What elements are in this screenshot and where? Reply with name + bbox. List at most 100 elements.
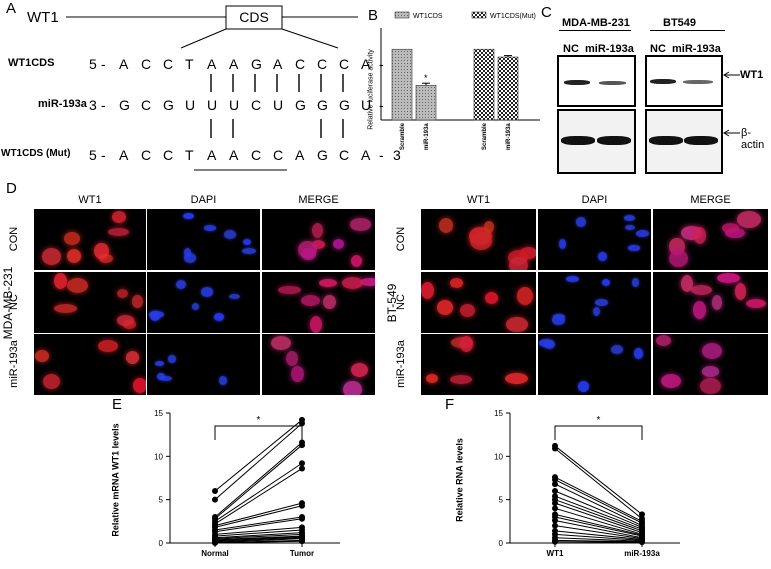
significance-star: * (257, 415, 261, 426)
group-label-mda: MDA-MB-231 (562, 17, 630, 29)
pair-line (554, 513, 643, 536)
micrograph-left-red (34, 209, 146, 270)
micrograph-left-red (34, 272, 146, 333)
panel-label-b: B (368, 7, 379, 24)
nucleotide: A (361, 147, 371, 163)
panel-label-d: D (6, 180, 17, 197)
cell-blob (722, 223, 739, 233)
nucleotide: A (295, 147, 305, 163)
pair-line (214, 516, 303, 531)
band-actin-bt-mir (684, 136, 718, 145)
nucleotide: G (317, 147, 328, 163)
nucleotide: C (317, 56, 328, 72)
column-header-left: DAPI (190, 194, 217, 206)
cell-blob (66, 249, 82, 264)
cell-blob (349, 218, 372, 231)
nucleotide: A (361, 56, 371, 72)
pair-line (214, 536, 303, 541)
cell-blob (551, 315, 565, 325)
cell-blob (655, 335, 672, 347)
lane-label-mda-mir: miR-193a (585, 43, 634, 55)
cell-line-label-right: BT-549 (385, 283, 399, 323)
pair-line (554, 525, 643, 540)
micrograph-right-merge (653, 272, 768, 333)
micrograph-left-merge (262, 272, 375, 333)
cds-box: CDS (239, 9, 269, 25)
cell-blob (627, 245, 641, 251)
nucleotide: U (207, 97, 218, 113)
bar-category-label: Scramble (400, 122, 406, 150)
data-point (299, 515, 305, 522)
cell-blob (183, 253, 196, 264)
blot-wt1-mda (557, 55, 636, 107)
pair-line (554, 490, 643, 528)
pair-line (554, 502, 643, 534)
cell-blob (116, 315, 135, 326)
cell-blob (449, 374, 473, 384)
data-point (212, 496, 218, 503)
cell-blob (350, 254, 362, 267)
cell-blob (566, 275, 579, 283)
significance-star: * (597, 415, 601, 426)
significance-bracket (554, 425, 643, 440)
band-wt1-bt-nc (650, 79, 676, 84)
cell-blob (277, 285, 301, 295)
data-point (299, 442, 305, 449)
y-tick-label: 15 (494, 409, 503, 418)
cell-blob (66, 277, 89, 294)
nucleotide: C (141, 97, 152, 113)
blot-wt1-bt549 (645, 55, 723, 107)
bar (473, 48, 495, 121)
cell-blob (553, 313, 565, 319)
y-tick-label: 10 (154, 452, 163, 461)
cell-blob (241, 248, 256, 255)
cell-blob (125, 351, 140, 365)
blot-actin-bt549 (645, 109, 723, 174)
cell-blob (342, 276, 364, 289)
dash: - (101, 56, 106, 72)
cell-blob (701, 366, 720, 377)
micrograph-right-blue (538, 334, 651, 395)
legend-swatch (471, 11, 487, 19)
y-tick-label: 0 (499, 539, 504, 548)
nucleotide: T (185, 56, 194, 72)
group-label-bt549: BT549 (663, 17, 697, 29)
nucleotide: G (295, 97, 306, 113)
cell-blob (624, 214, 635, 221)
x-tick-label: Tumor (290, 549, 314, 558)
cell-blob (149, 311, 164, 319)
cell-blob (633, 348, 643, 359)
cell-blob (176, 279, 186, 289)
panel-a-lines (66, 5, 358, 171)
y-tick-label: 10 (494, 452, 503, 461)
cell-blob (360, 277, 375, 286)
cell-line-label-left: MDA-MB-231 (1, 266, 15, 340)
pair-line (214, 505, 303, 528)
blot-arrows (723, 71, 740, 137)
data-point (212, 488, 218, 494)
cell-blob (42, 248, 62, 265)
pair-line (554, 537, 643, 542)
nucleotide: U (361, 97, 372, 113)
pair-line (554, 499, 643, 532)
cell-blob (183, 212, 194, 219)
pair-line (214, 529, 303, 537)
micrograph-left-blue (147, 209, 260, 270)
lane-label-bt-nc: NC (650, 43, 666, 55)
wt1-mrna-paired-plot: 0 5 10 15 Normal Tumor * (154, 409, 340, 558)
pair-line (214, 518, 303, 533)
nucleotide: C (163, 147, 174, 163)
cell-blob (243, 239, 252, 246)
cell-blob (610, 345, 623, 355)
cell-blob (332, 239, 345, 249)
data-point (299, 538, 305, 545)
pair-line (554, 530, 643, 541)
micrograph-right-blue (538, 272, 651, 333)
data-point (212, 539, 218, 546)
cell-blob (63, 231, 80, 246)
cell-blob (437, 300, 453, 315)
column-header-right: MERGE (690, 194, 731, 206)
cell-blob (635, 230, 649, 237)
nucleotide: C (295, 56, 306, 72)
cell-blob (53, 303, 78, 313)
